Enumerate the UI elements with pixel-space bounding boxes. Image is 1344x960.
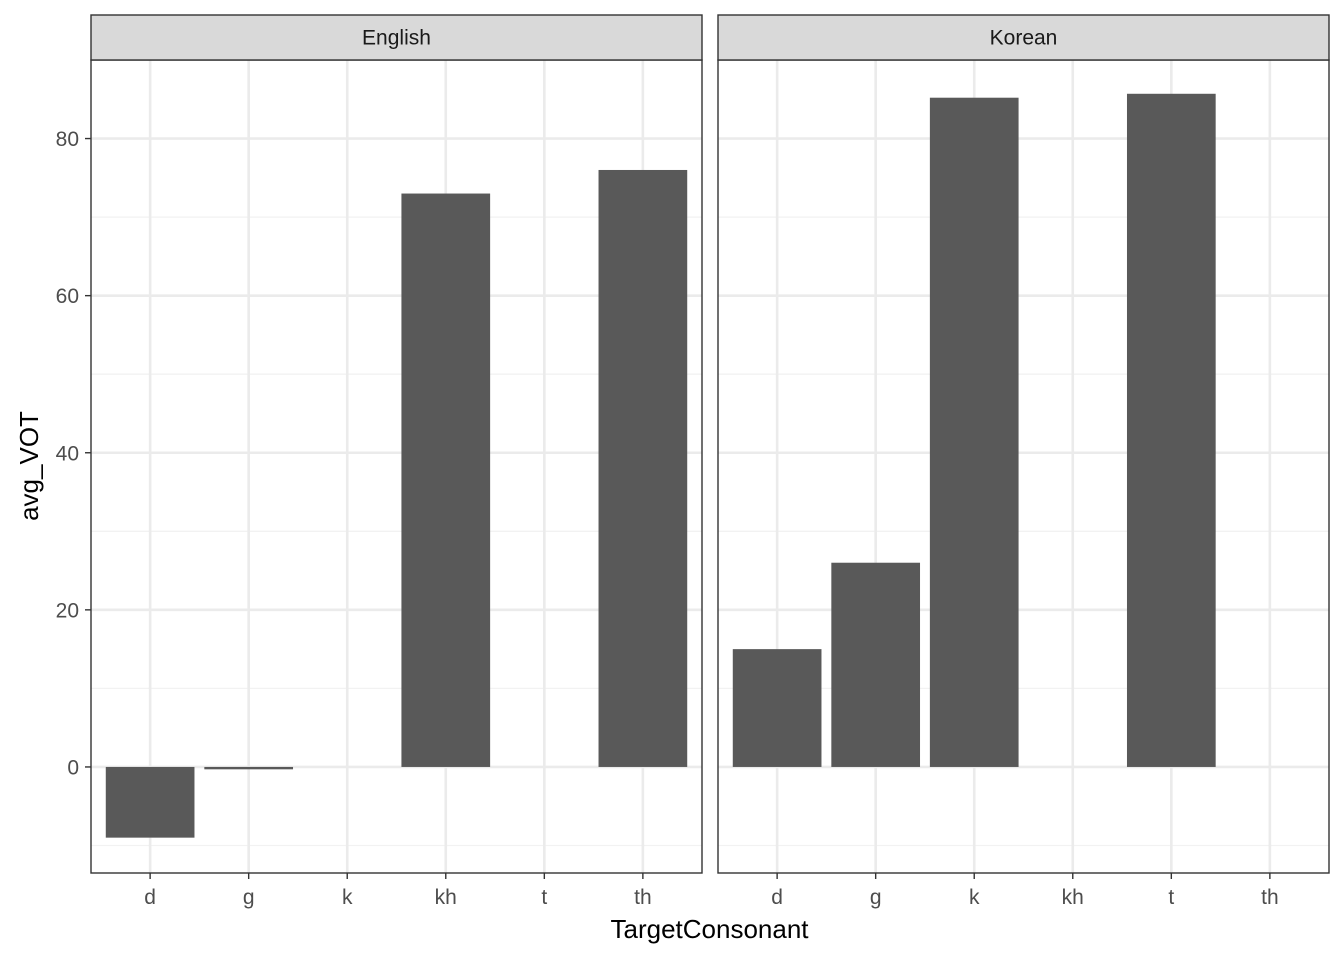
x-tick-label: k bbox=[969, 886, 980, 909]
bar-korean-d bbox=[732, 649, 822, 767]
y-tick-label: 60 bbox=[56, 285, 79, 308]
x-tick-label: th bbox=[634, 886, 652, 909]
x-tick-label: kh bbox=[435, 886, 457, 909]
y-axis: 0 20 40 60 80 bbox=[56, 128, 91, 779]
facet-strip-label: Korean bbox=[990, 27, 1058, 50]
x-tick-label: g bbox=[243, 886, 255, 909]
bar-korean-t bbox=[1126, 93, 1216, 767]
y-tick-label: 0 bbox=[67, 756, 79, 779]
x-tick-label: th bbox=[1261, 886, 1279, 909]
y-tick-label: 40 bbox=[56, 442, 79, 465]
x-tick-label: g bbox=[870, 886, 882, 909]
bar-english-th bbox=[598, 169, 688, 767]
bar-english-g bbox=[204, 766, 294, 770]
bar-korean-k bbox=[929, 97, 1019, 767]
x-axis-title: TargetConsonant bbox=[610, 914, 809, 944]
y-axis-title: avg_VOT bbox=[14, 411, 44, 521]
panel-korean: Korean d g k kh t th bbox=[717, 14, 1330, 909]
bar-korean-g bbox=[831, 562, 921, 767]
x-tick-label: kh bbox=[1062, 886, 1084, 909]
panel-english: English d g k kh t th bbox=[90, 14, 703, 909]
facet-strip bbox=[717, 14, 1330, 61]
bar-english-d bbox=[105, 766, 195, 838]
facet-strip-label: English bbox=[362, 27, 431, 50]
x-tick-label: t bbox=[541, 886, 547, 909]
x-tick-label: d bbox=[771, 886, 783, 909]
y-tick-label: 20 bbox=[56, 599, 79, 622]
facet-strip bbox=[90, 14, 703, 61]
bar-english-kh bbox=[401, 193, 491, 767]
x-tick-label: k bbox=[342, 886, 353, 909]
x-tick-label: d bbox=[144, 886, 156, 909]
y-tick-label: 80 bbox=[56, 128, 79, 151]
x-tick-label: t bbox=[1168, 886, 1174, 909]
